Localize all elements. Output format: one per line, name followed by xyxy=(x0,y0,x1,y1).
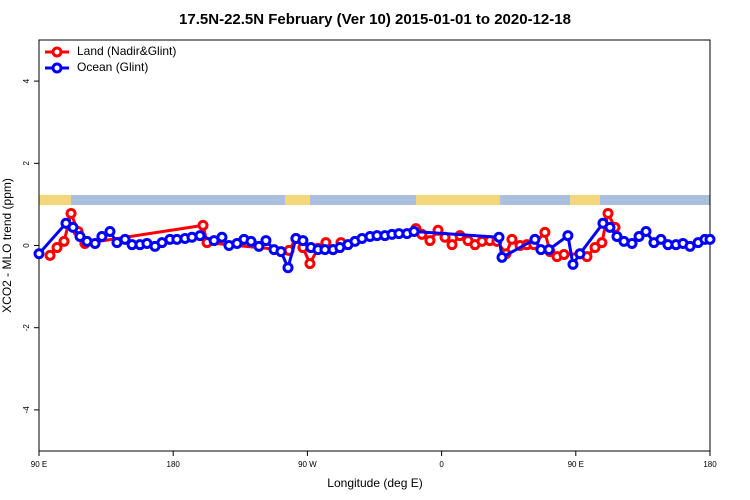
data-point xyxy=(496,251,508,263)
data-point xyxy=(529,233,541,245)
data-point xyxy=(589,242,601,254)
data-point xyxy=(446,239,458,251)
data-point xyxy=(408,226,420,238)
data-point xyxy=(602,207,614,219)
data-point xyxy=(506,233,518,245)
data-point xyxy=(567,258,579,270)
y-tick-label: -4 xyxy=(22,406,31,414)
data-point xyxy=(633,230,645,242)
data-point xyxy=(424,235,436,247)
data-point xyxy=(704,233,716,245)
data-point xyxy=(539,226,551,238)
data-point xyxy=(297,235,309,247)
y-tick-label: -2 xyxy=(22,324,31,332)
data-point xyxy=(543,244,555,256)
data-point xyxy=(562,230,574,242)
y-tick-label: 2 xyxy=(22,161,31,166)
data-point xyxy=(493,231,505,243)
data-point xyxy=(65,207,77,219)
data-point xyxy=(194,230,206,242)
x-tick-label: 90 E xyxy=(31,460,47,469)
data-point xyxy=(67,221,79,233)
data-point xyxy=(574,248,586,260)
data-point xyxy=(260,235,272,247)
data-point xyxy=(611,230,623,242)
x-tick-label: 180 xyxy=(167,460,181,469)
data-point xyxy=(640,226,652,238)
legend-label: Land (Nadir&Glint) xyxy=(77,44,176,58)
data-point xyxy=(245,235,257,247)
x-tick-label: 90 W xyxy=(298,460,317,469)
data-point xyxy=(596,237,608,249)
y-tick-label: 4 xyxy=(22,78,31,83)
data-point xyxy=(275,246,287,258)
data-point xyxy=(44,249,56,261)
data-point xyxy=(89,237,101,249)
data-point xyxy=(216,231,228,243)
data-point xyxy=(58,235,70,247)
legend-marker xyxy=(51,46,63,58)
data-point xyxy=(51,242,63,254)
data-point xyxy=(96,230,108,242)
x-tick-label: 0 xyxy=(439,460,444,469)
data-point xyxy=(626,237,638,249)
data-point xyxy=(655,233,667,245)
y-axis-label: XCO2 - MLO trend (ppm) xyxy=(0,178,14,313)
data-point xyxy=(74,230,86,242)
map-strip xyxy=(39,195,710,205)
data-point xyxy=(604,221,616,233)
data-point xyxy=(253,240,265,252)
legend-marker xyxy=(51,62,63,74)
x-axis-label: Longitude (deg E) xyxy=(327,476,422,490)
legend-label: Ocean (Glint) xyxy=(77,60,148,74)
data-point xyxy=(33,248,45,260)
data-point xyxy=(119,233,131,245)
y-tick-label: 0 xyxy=(22,243,31,248)
data-point xyxy=(282,262,294,274)
data-point xyxy=(197,219,209,231)
chart-title: 17.5N-22.5N February (Ver 10) 2015-01-01… xyxy=(179,11,571,28)
data-point xyxy=(104,226,116,238)
x-tick-label: 180 xyxy=(703,460,717,469)
data-point xyxy=(558,249,570,261)
x-tick-label: 90 E xyxy=(568,460,584,469)
data-point xyxy=(304,258,316,270)
